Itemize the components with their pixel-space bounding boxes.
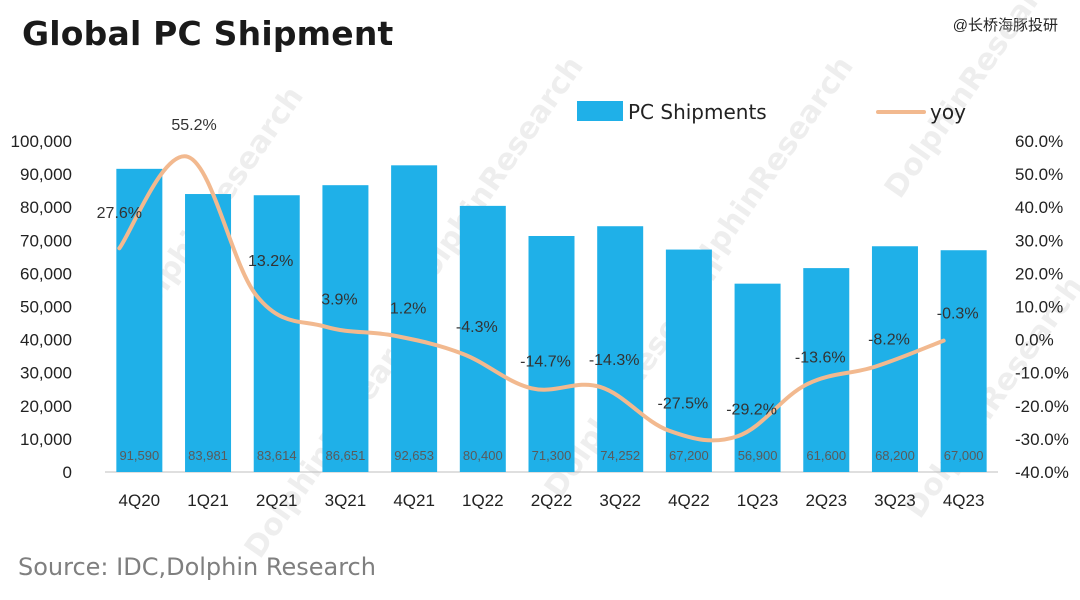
bar-data-label: 61,600 bbox=[806, 448, 846, 463]
x-axis-category-label: 2Q23 bbox=[805, 491, 847, 510]
yoy-data-label: 3.9% bbox=[321, 292, 357, 309]
bar-pc-shipments bbox=[116, 168, 163, 472]
x-axis-category-label: 2Q22 bbox=[531, 491, 573, 510]
yoy-data-label: 55.2% bbox=[171, 117, 216, 134]
bar-data-label: 56,900 bbox=[738, 448, 778, 463]
x-axis-category-label: 3Q21 bbox=[325, 491, 367, 510]
legend-swatch-pc-shipments bbox=[577, 101, 623, 121]
left-axis-tick-label: 60,000 bbox=[20, 264, 72, 283]
bar-data-label: 71,300 bbox=[532, 448, 572, 463]
legend-label-yoy: yoy bbox=[930, 100, 966, 124]
bar-pc-shipments bbox=[391, 165, 438, 472]
yoy-data-label: -29.2% bbox=[726, 401, 777, 418]
right-axis-tick-label: 60.0% bbox=[1015, 132, 1063, 151]
bar-data-label: 80,400 bbox=[463, 448, 503, 463]
left-axis-tick-label: 70,000 bbox=[20, 231, 72, 250]
bar-data-label: 86,651 bbox=[326, 448, 366, 463]
yoy-data-label: 1.2% bbox=[390, 301, 426, 318]
yoy-line bbox=[117, 154, 946, 443]
right-axis-tick-label: -10.0% bbox=[1015, 364, 1069, 383]
bar-data-label: 74,252 bbox=[600, 448, 640, 463]
bar-pc-shipments bbox=[528, 235, 575, 472]
right-axis-tick-label: 20.0% bbox=[1015, 264, 1063, 283]
bar-pc-shipments bbox=[734, 283, 781, 472]
bar-pc-shipments bbox=[459, 205, 506, 472]
yoy-data-label: -14.7% bbox=[520, 353, 571, 370]
left-axis-tick-label: 30,000 bbox=[20, 364, 72, 383]
bar-data-label: 92,653 bbox=[394, 448, 434, 463]
right-axis-tick-label: 0.0% bbox=[1015, 331, 1054, 350]
bar-pc-shipments bbox=[597, 226, 644, 472]
corner-tag: @长桥海豚投研 bbox=[952, 17, 1058, 34]
bar-data-label: 83,614 bbox=[257, 448, 297, 463]
x-axis-category-label: 1Q23 bbox=[737, 491, 779, 510]
bar-data-label: 67,000 bbox=[944, 448, 984, 463]
bar-data-label: 91,590 bbox=[119, 448, 159, 463]
yoy-data-label: -27.5% bbox=[658, 396, 709, 413]
x-axis-category-label: 4Q23 bbox=[943, 491, 985, 510]
bar-pc-shipments bbox=[803, 268, 850, 472]
source-note: Source: IDC,Dolphin Research bbox=[18, 553, 376, 581]
right-axis-tick-label: -30.0% bbox=[1015, 430, 1069, 449]
right-axis-tick-label: 30.0% bbox=[1015, 231, 1063, 250]
left-axis-tick-label: 20,000 bbox=[20, 397, 72, 416]
chart-title: Global PC Shipment bbox=[22, 14, 394, 53]
legend-label-pc-shipments: PC Shipments bbox=[628, 100, 767, 124]
left-axis-tick-label: 10,000 bbox=[20, 430, 72, 449]
bar-data-label: 83,981 bbox=[188, 448, 228, 463]
right-axis-tick-label: 50.0% bbox=[1015, 165, 1063, 184]
x-axis-category-label: 3Q22 bbox=[599, 491, 641, 510]
left-axis-tick-label: 90,000 bbox=[20, 165, 72, 184]
yoy-data-label: -4.3% bbox=[456, 319, 498, 336]
right-axis-tick-label: 10.0% bbox=[1015, 298, 1063, 317]
yoy-data-label: -14.3% bbox=[589, 352, 640, 369]
yoy-data-label: 13.2% bbox=[248, 253, 293, 270]
right-axis-tick-label: -20.0% bbox=[1015, 397, 1069, 416]
bar-data-label: 67,200 bbox=[669, 448, 709, 463]
x-axis-category-label: 4Q22 bbox=[668, 491, 710, 510]
yoy-data-label: -13.6% bbox=[795, 350, 846, 367]
yoy-data-label: -8.2% bbox=[868, 332, 910, 349]
bar-data-label: 68,200 bbox=[875, 448, 915, 463]
left-axis-tick-label: 50,000 bbox=[20, 298, 72, 317]
left-axis-tick-label: 100,000 bbox=[11, 132, 72, 151]
yoy-data-label: -0.3% bbox=[937, 306, 979, 323]
left-axis-tick-label: 80,000 bbox=[20, 198, 72, 217]
left-axis-tick-label: 40,000 bbox=[20, 331, 72, 350]
x-axis-category-label: 4Q21 bbox=[393, 491, 435, 510]
x-axis-category-label: 1Q21 bbox=[187, 491, 229, 510]
x-axis-category-label: 3Q23 bbox=[874, 491, 916, 510]
right-axis-tick-label: 40.0% bbox=[1015, 198, 1063, 217]
bar-pc-shipments bbox=[940, 250, 987, 472]
x-axis-category-label: 1Q22 bbox=[462, 491, 504, 510]
bar-pc-shipments bbox=[185, 194, 232, 472]
right-axis-tick-label: -40.0% bbox=[1015, 463, 1069, 482]
x-axis-category-label: 4Q20 bbox=[119, 491, 161, 510]
yoy-data-label: 27.6% bbox=[97, 205, 142, 222]
left-axis-tick-label: 0 bbox=[63, 463, 72, 482]
x-axis-category-label: 2Q21 bbox=[256, 491, 298, 510]
bar-pc-shipments bbox=[253, 195, 300, 472]
